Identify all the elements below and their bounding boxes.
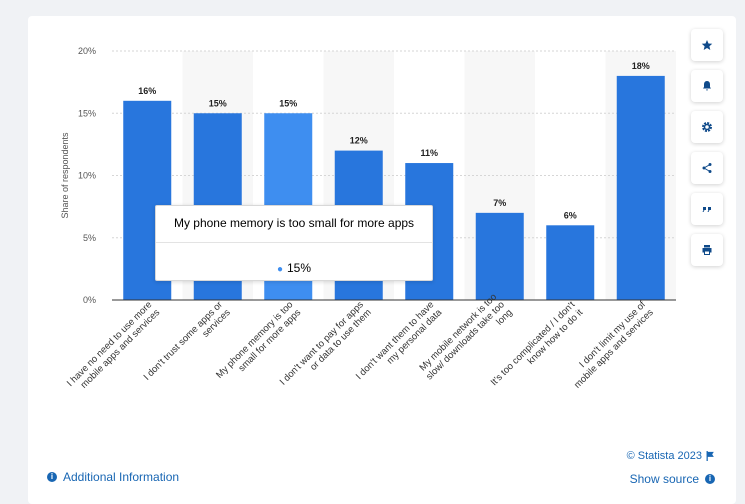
y-tick-label: 5% [83, 233, 96, 243]
data-label: 11% [420, 148, 438, 158]
print-icon [702, 245, 712, 255]
y-axis-title: Share of respondents [60, 132, 70, 219]
star-icon [701, 40, 713, 50]
data-label: 12% [350, 136, 368, 146]
settings-button[interactable] [691, 111, 723, 143]
bar [616, 75, 665, 301]
y-tick-label: 10% [78, 171, 96, 181]
data-label: 6% [564, 210, 577, 220]
notification-button[interactable] [691, 70, 723, 102]
share-icon [702, 163, 712, 173]
flag-icon [706, 451, 714, 461]
data-label: 16% [138, 86, 156, 96]
print-button[interactable] [691, 234, 723, 266]
chart-tooltip: My phone memory is too small for more ap… [155, 205, 433, 281]
show-source-link[interactable]: Show source i [630, 472, 715, 486]
bar [546, 225, 595, 300]
share-button[interactable] [691, 152, 723, 184]
y-tick-label: 0% [83, 295, 96, 305]
favorite-button[interactable] [691, 29, 723, 61]
additional-information-link[interactable]: i Additional Information [47, 470, 179, 484]
data-label: 15% [279, 98, 297, 108]
quote-icon [702, 207, 711, 212]
y-tick-label: 15% [78, 108, 96, 118]
info-icon: i [47, 472, 57, 482]
bar [475, 212, 524, 300]
x-tick-label-line: mobile apps and services [572, 307, 656, 391]
data-label: 7% [493, 198, 506, 208]
credit-label: © Statista 2023 [626, 450, 702, 462]
bell-icon [703, 81, 711, 91]
tooltip-title: My phone memory is too small for more ap… [156, 206, 432, 243]
statista-credit[interactable]: © Statista 2023 [627, 450, 715, 462]
data-label: 15% [209, 98, 227, 108]
cite-button[interactable] [691, 193, 723, 225]
show-source-label: Show source [629, 472, 699, 486]
tooltip-value-row: ● 15% [156, 243, 432, 275]
info-icon: i [705, 474, 715, 484]
x-tick-label-line: I don't limit my use of [577, 299, 648, 370]
y-tick-label: 20% [78, 46, 96, 56]
gear-icon [702, 122, 712, 132]
additional-information-label: Additional Information [63, 470, 180, 484]
data-label: 18% [632, 61, 650, 71]
series-dot-icon: ● [276, 264, 283, 275]
tooltip-value: 15% [287, 261, 312, 275]
